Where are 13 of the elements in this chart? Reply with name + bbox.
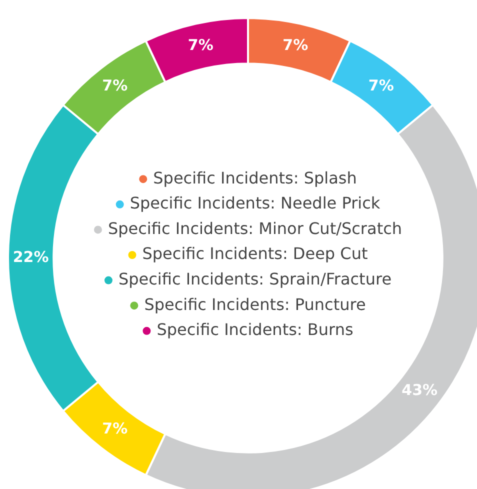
data-label: 22%: [12, 248, 49, 266]
legend-label: Specific Incidents: Minor Cut/Scratch: [108, 218, 402, 238]
legend-label: Specific Incidents: Deep Cut: [142, 244, 368, 264]
data-label: 7%: [102, 76, 128, 94]
data-label: 7%: [282, 36, 308, 54]
data-label: 7%: [102, 420, 128, 438]
legend-label: Specific Incidents: Splash: [153, 168, 357, 188]
legend-label: Specific Incidents: Needle Prick: [130, 194, 381, 213]
legend-label: Specific Incidents: Burns: [156, 320, 354, 340]
data-label: 7%: [368, 76, 394, 94]
legend-label: Specific Incidents: Sprain/Fracture: [118, 269, 392, 288]
data-label: 7%: [188, 36, 214, 54]
legend-label: Specific Incidents: Puncture: [144, 294, 366, 314]
